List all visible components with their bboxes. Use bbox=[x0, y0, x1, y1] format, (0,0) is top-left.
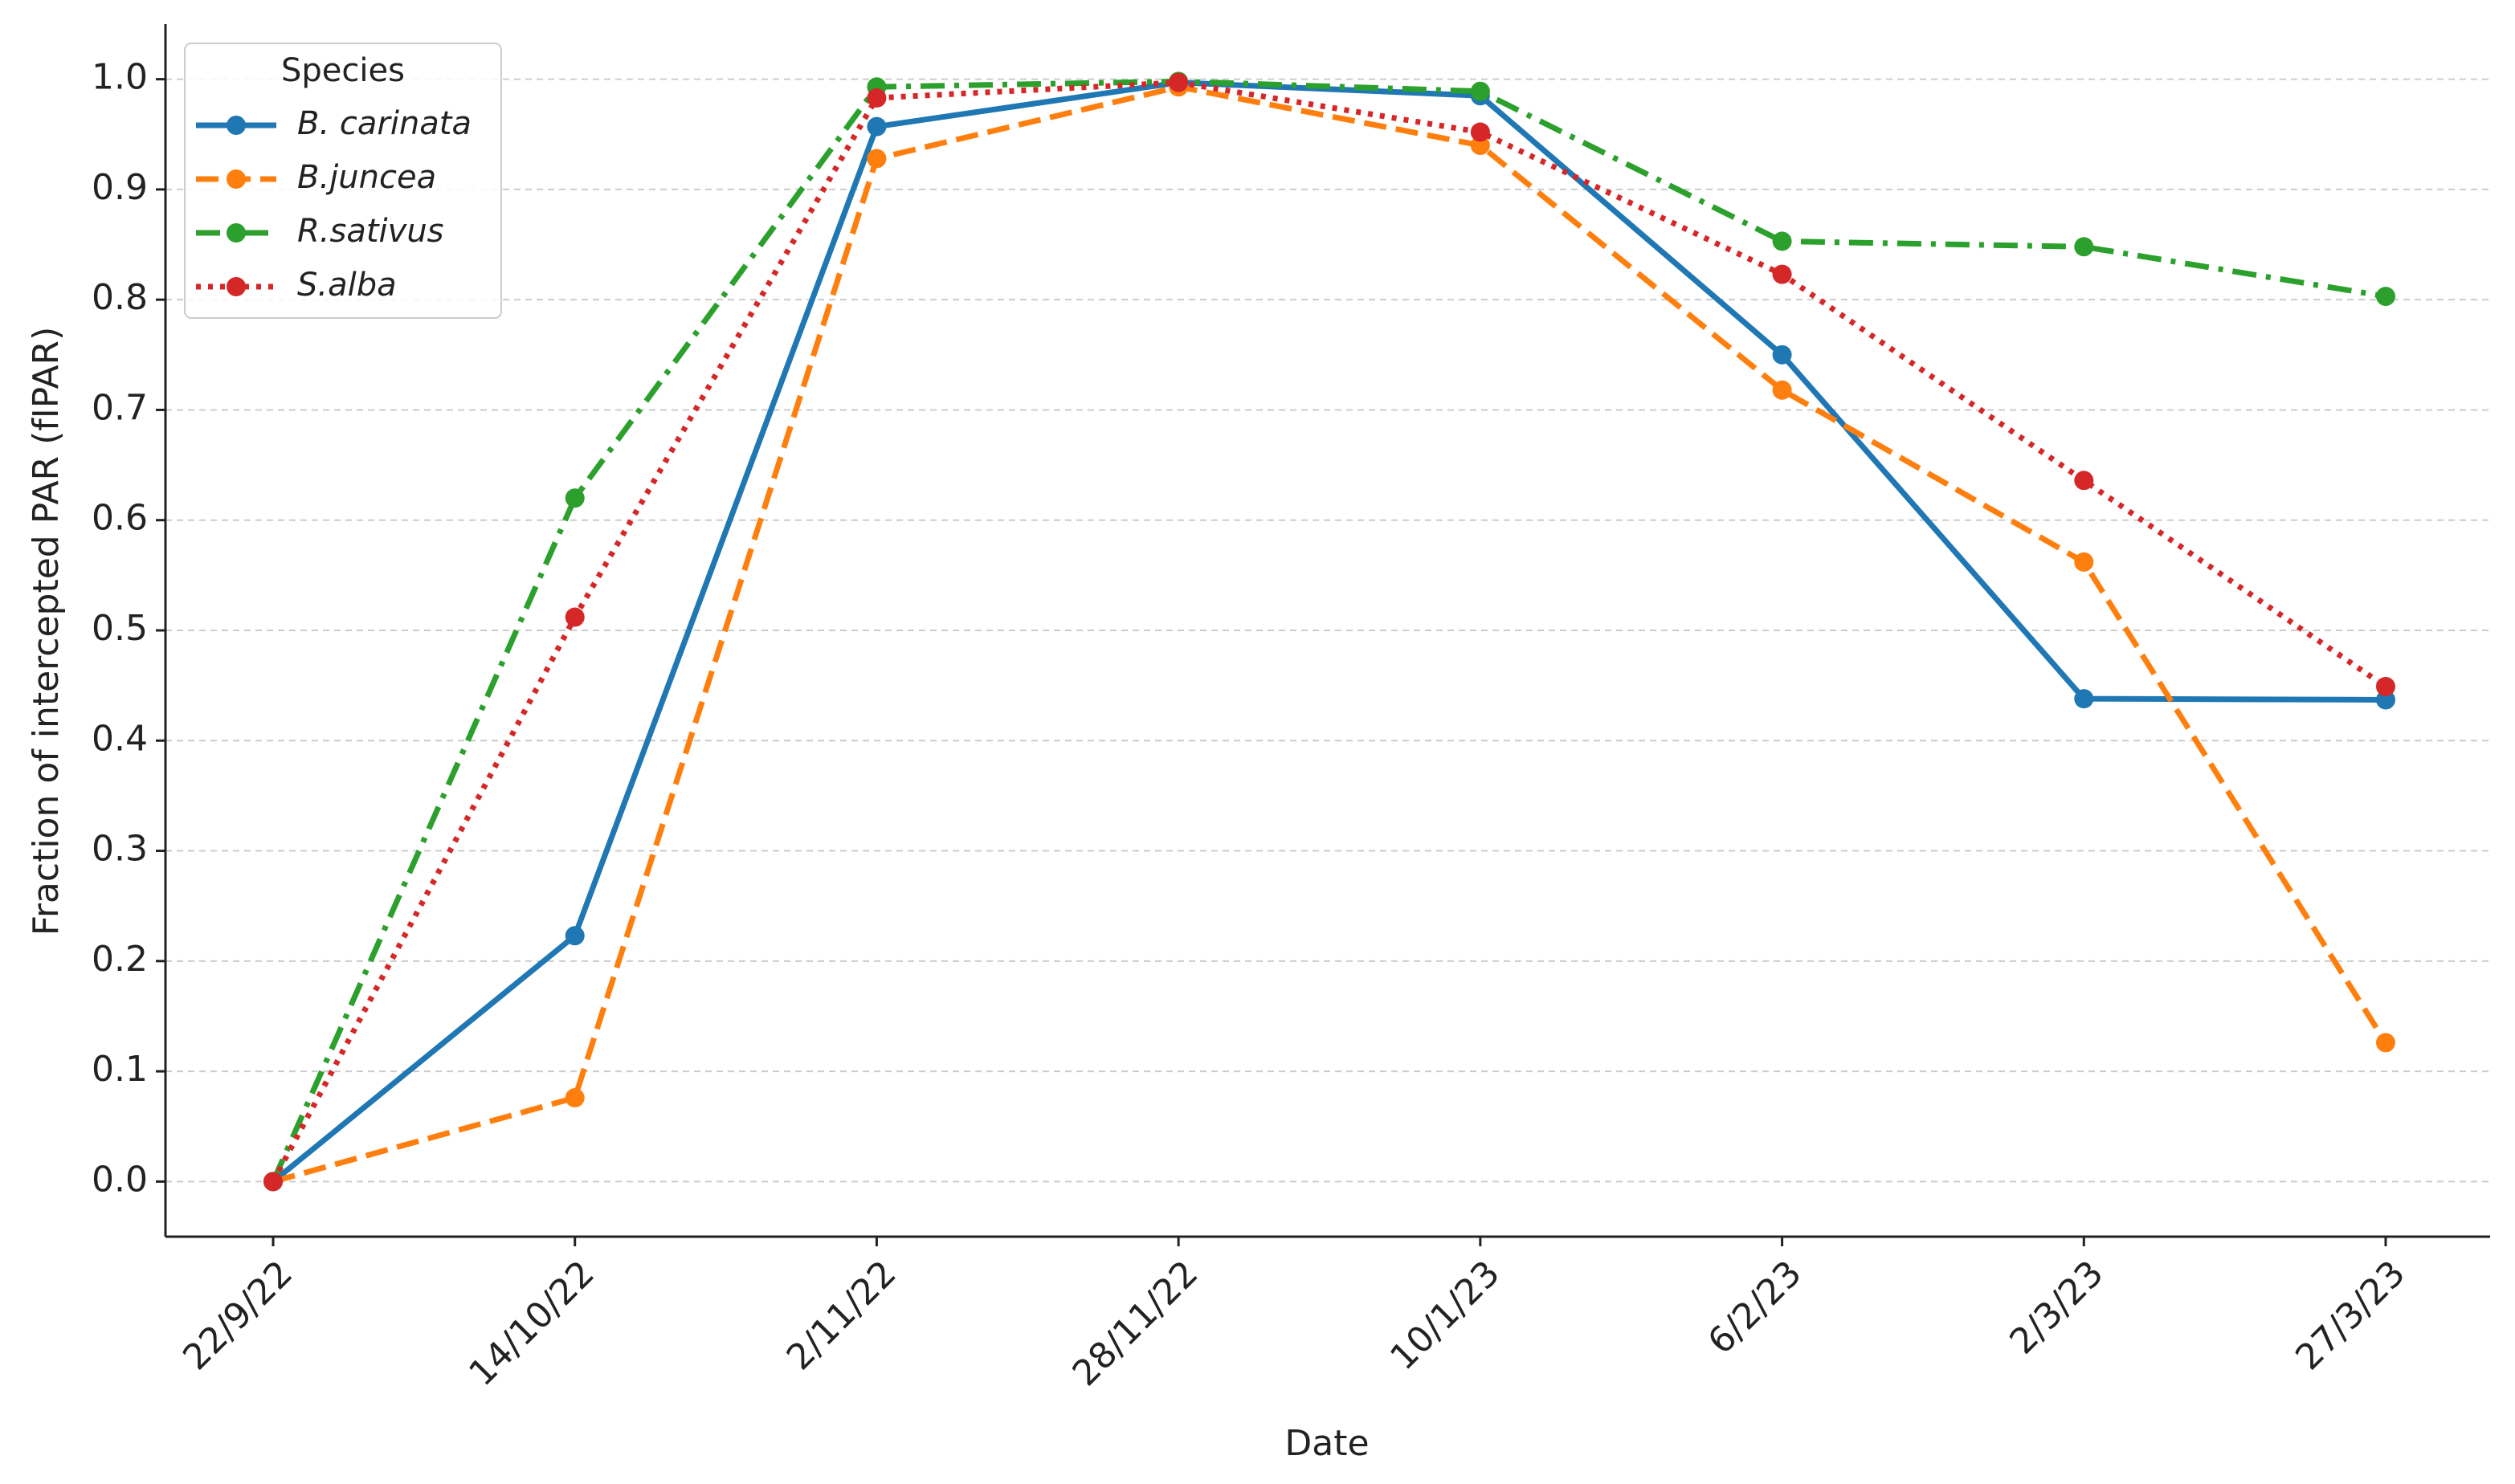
x-tick-label: 27/3/23 bbox=[2288, 1253, 2413, 1378]
legend-marker bbox=[227, 116, 246, 135]
point bbox=[2074, 471, 2094, 491]
point bbox=[867, 116, 887, 137]
series-line bbox=[270, 78, 2386, 1183]
x-tick-label: 28/11/22 bbox=[1065, 1253, 1206, 1394]
y-tick-label: 0.9 bbox=[92, 167, 148, 208]
x-axis-label: Date bbox=[1284, 1423, 1369, 1464]
y-tick-label: 0.4 bbox=[92, 718, 148, 759]
y-tick-label: 0.8 bbox=[92, 277, 148, 318]
legend-title: Species bbox=[281, 52, 405, 89]
point bbox=[2376, 287, 2395, 307]
x-tick-label: 2/11/22 bbox=[779, 1253, 904, 1378]
x-tick-label: 14/10/22 bbox=[461, 1253, 602, 1394]
y-tick-label: 0.6 bbox=[92, 498, 148, 539]
y-tick-label: 0.7 bbox=[92, 387, 148, 428]
series-line bbox=[270, 80, 2387, 1184]
y-axis-label: Fraction of intercepted PAR (fIPAR) bbox=[26, 327, 67, 936]
point bbox=[867, 88, 887, 108]
point bbox=[565, 607, 585, 627]
point bbox=[2376, 690, 2395, 710]
point bbox=[2074, 237, 2094, 257]
point bbox=[867, 149, 887, 169]
point bbox=[1470, 122, 1490, 142]
legend-box bbox=[184, 43, 502, 319]
point bbox=[2376, 1033, 2395, 1053]
point bbox=[2074, 689, 2094, 709]
legend-marker bbox=[227, 223, 246, 243]
point bbox=[565, 926, 585, 946]
legend-marker bbox=[227, 277, 246, 296]
legend-label: R.sativus bbox=[297, 213, 444, 250]
legend-marker bbox=[227, 169, 246, 189]
y-tick-label: 1.0 bbox=[92, 57, 148, 98]
y-tick-label: 0.2 bbox=[92, 939, 148, 980]
point bbox=[1772, 231, 1792, 251]
y-tick-label: 0.5 bbox=[92, 608, 148, 649]
y-tick-label: 0.1 bbox=[92, 1049, 148, 1090]
x-tick-label: 22/9/22 bbox=[175, 1253, 300, 1378]
point bbox=[1772, 380, 1792, 400]
legend-label: S.alba bbox=[297, 267, 397, 304]
point bbox=[2074, 552, 2094, 572]
series-line bbox=[271, 80, 2386, 1184]
point bbox=[565, 488, 585, 508]
point bbox=[1470, 81, 1490, 101]
legend-label: B. carinata bbox=[297, 105, 472, 142]
point bbox=[1169, 72, 1189, 92]
legend: Species B. carinata B.juncea R.sativus S.alb… bbox=[184, 43, 502, 319]
point bbox=[565, 1088, 585, 1108]
point bbox=[263, 1172, 283, 1192]
x-tick-label: 10/1/23 bbox=[1382, 1253, 1508, 1378]
point bbox=[1470, 136, 1490, 155]
point bbox=[2376, 677, 2395, 697]
y-tick-label: 0.3 bbox=[92, 829, 148, 870]
x-tick-label: 6/2/23 bbox=[1700, 1253, 1810, 1362]
y-tick-label: 0.0 bbox=[92, 1159, 148, 1200]
legend-label: B.juncea bbox=[297, 159, 436, 196]
series-line bbox=[272, 84, 2388, 1184]
point bbox=[1772, 344, 1792, 365]
x-tick-label: 2/3/23 bbox=[2002, 1253, 2111, 1362]
point bbox=[1772, 264, 1792, 284]
